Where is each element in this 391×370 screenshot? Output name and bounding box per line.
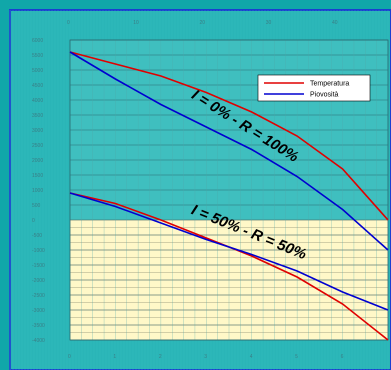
- y-tick-label: -3000: [32, 308, 45, 314]
- y-tick-label: 4000: [32, 98, 43, 104]
- y-tick-label: 4500: [32, 83, 43, 89]
- x-top-tick-label: 0: [67, 20, 70, 26]
- x-top-tick-label: 10: [133, 20, 139, 26]
- x-top-tick-label: 30: [266, 20, 272, 26]
- x-bottom-tick-label: 4: [250, 354, 253, 360]
- x-bottom-tick-label: 6: [341, 354, 344, 360]
- y-tick-label: 2500: [32, 143, 43, 149]
- y-tick-label: 5500: [32, 53, 43, 59]
- y-tick-label: -1000: [32, 248, 45, 254]
- legend-label: Temperatura: [310, 81, 349, 88]
- x-bottom-tick-label: 1: [113, 354, 116, 360]
- y-tick-label: -500: [32, 233, 42, 239]
- legend-box: [257, 74, 371, 102]
- x-top-tick-label: 40: [332, 20, 338, 26]
- y-tick-label: -1500: [32, 263, 45, 269]
- plot-border: [69, 39, 389, 341]
- y-tick-label: -2500: [32, 293, 45, 299]
- y-tick-label: 3500: [32, 113, 43, 119]
- series-line-upper-temperatura: [69, 51, 389, 221]
- y-tick-label: 6000: [32, 38, 43, 44]
- y-tick-label: -3500: [32, 323, 45, 329]
- series-line-lower-piovosita: [69, 192, 389, 311]
- y-tick-label: 500: [32, 203, 41, 209]
- x-bottom-tick-label: 5: [295, 354, 298, 360]
- x-bottom-tick-label: 0: [68, 354, 71, 360]
- y-tick-label: 5000: [32, 68, 43, 74]
- y-tick-label: -4000: [32, 338, 45, 344]
- y-tick-label: 1000: [32, 188, 43, 194]
- series-line-upper-piovosita: [69, 51, 389, 251]
- y-tick-label: -2000: [32, 278, 45, 284]
- x-bottom-tick-label: 3: [204, 354, 207, 360]
- y-tick-label: 1500: [32, 173, 43, 179]
- x-top-tick-label: 20: [200, 20, 206, 26]
- y-tick-label: 0: [32, 218, 35, 224]
- y-tick-label: 3000: [32, 128, 43, 134]
- legend-label: Piovosità: [310, 92, 339, 99]
- y-tick-label: 2000: [32, 158, 43, 164]
- x-bottom-tick-label: 2: [159, 354, 162, 360]
